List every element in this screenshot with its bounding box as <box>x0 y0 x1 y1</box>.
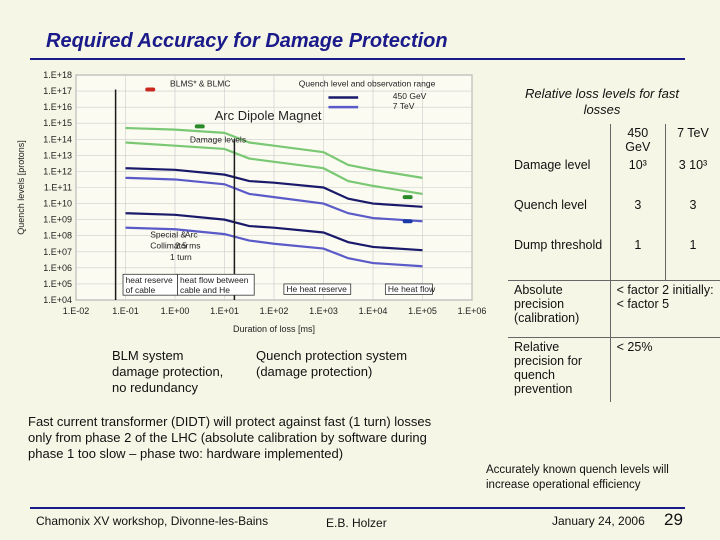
series-line <box>125 141 423 196</box>
y-tick-label: 1.E+17 <box>43 86 72 96</box>
row-label: Relative precision for quench prevention <box>508 337 611 402</box>
efficiency-note: Accurately known quench levels will incr… <box>486 464 669 491</box>
footer-author: E.B. Holzer <box>326 516 387 530</box>
y-tick-label: 1.E+14 <box>43 134 72 144</box>
row-label: Damage level <box>514 158 591 172</box>
blm-note: BLM system damage protection, no redunda… <box>112 348 224 395</box>
heat-reserve-label: heat reserve <box>126 275 174 285</box>
page-number: 29 <box>664 510 683 529</box>
he-flow-label: He heat flow <box>388 284 436 294</box>
qps-note: Quench protection system (damage protect… <box>256 348 408 379</box>
y-tick-label: 1.E+10 <box>43 199 72 209</box>
y-tick-label: 1.E+12 <box>43 166 72 176</box>
series-line <box>125 126 423 179</box>
fct-note: Fast current transformer (DIDT) will pro… <box>28 414 432 461</box>
y-tick-label: 1.E+04 <box>43 295 72 305</box>
col-450gev: 450 GeV <box>609 124 666 156</box>
footer-venue: Chamonix XV workshop, Divonne-les-Bains <box>36 514 269 528</box>
y-tick-label: 1.E+11 <box>44 183 72 193</box>
blm-label: BLMS* & BLMC <box>170 78 230 88</box>
y-tick-label: 1.E+08 <box>43 231 72 241</box>
col-7tev: 7 TeV <box>664 124 720 156</box>
y-tick-label: 1.E+15 <box>43 118 72 128</box>
y-tick-label: 1.E+18 <box>43 70 72 80</box>
series-line <box>125 212 423 252</box>
he-reserve-label: He heat reserve <box>286 284 347 294</box>
x-tick-label: 1.E+04 <box>359 306 388 316</box>
loss-table-heading: Relative loss levels for fast losses <box>525 86 679 117</box>
quench-levels-chart: 1.E+18 1.E+17 1.E+16 1.E+15 1.E+14 1.E+13 1.E+… <box>16 70 487 334</box>
cable-he-label: cable and He <box>180 285 230 295</box>
y-tick-label: 1.E+07 <box>43 247 72 257</box>
arc-duration-label: 2.5 ms <box>175 241 201 251</box>
legend-450gev-label: 450 GeV <box>393 91 427 101</box>
one-turn-label: 1 turn <box>170 252 192 262</box>
x-tick-label: 1.E-02 <box>63 306 90 316</box>
row-label: Dump threshold <box>514 238 603 252</box>
x-tick-label: 1.E-01 <box>112 306 139 316</box>
damage-levels-label: Damage levels <box>190 135 246 145</box>
x-tick-label: 1.E+00 <box>161 306 190 316</box>
of-cable-label: of cable <box>126 285 156 295</box>
y-tick-label: 1.E+09 <box>43 215 72 225</box>
series-line <box>125 226 423 268</box>
x-tick-label: 1.E+02 <box>260 306 289 316</box>
heat-flow-box <box>177 273 255 296</box>
range-marker <box>194 124 205 129</box>
footer-date: January 24, 2006 <box>552 514 645 528</box>
heat-flow-label: heat flow between <box>180 275 249 285</box>
series-line <box>125 167 423 208</box>
row-label: Absolute precision (calibration) <box>508 280 611 338</box>
page-title: Required Accuracy for Damage Protection <box>46 30 448 52</box>
y-tick-label: 1.E+16 <box>43 102 72 112</box>
row-label: Quench level <box>514 198 587 212</box>
special-label: Special & <box>150 229 186 239</box>
x-tick-label: 1.E+06 <box>458 306 487 316</box>
range-marker <box>402 195 413 200</box>
loss-levels-table: 450 GeV 7 TeV Damage level 10³ 3 10³ Que… <box>508 124 720 402</box>
y-tick-label: 1.E+06 <box>43 263 72 273</box>
quench-range-label: Quench level and observation range <box>299 78 436 88</box>
legend-7tev-label: 7 TeV <box>393 101 415 111</box>
title-rule <box>30 58 685 60</box>
range-marker <box>402 219 413 224</box>
x-axis-label: Duration of loss [ms] <box>233 324 315 334</box>
collimator-label: Collimator <box>150 241 188 251</box>
x-tick-label: 1.E+05 <box>408 306 437 316</box>
arc-label: Arc <box>185 229 199 239</box>
arc-dipole-label: Arc Dipole Magnet <box>215 108 322 123</box>
series-line <box>125 176 423 223</box>
x-tick-label: 1.E+01 <box>210 306 239 316</box>
he-flow-box <box>384 283 433 295</box>
footer-rule <box>30 507 685 509</box>
he-reserve-box <box>283 283 352 295</box>
x-tick-label: 1.E+03 <box>309 306 338 316</box>
y-axis-label: Quench levels [protons] <box>16 140 26 235</box>
y-tick-label: 1.E+13 <box>43 150 72 160</box>
range-marker <box>145 87 156 92</box>
y-tick-label: 1.E+05 <box>43 279 72 289</box>
